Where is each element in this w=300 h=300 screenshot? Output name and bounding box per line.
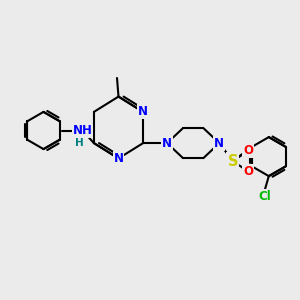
Text: O: O <box>243 144 254 157</box>
Text: N: N <box>214 136 224 150</box>
Text: Cl: Cl <box>258 190 271 203</box>
Text: H: H <box>75 138 84 148</box>
Text: O: O <box>243 165 254 178</box>
Text: NH: NH <box>73 124 92 137</box>
Text: N: N <box>113 152 124 165</box>
Text: N: N <box>162 136 172 150</box>
Text: N: N <box>138 105 148 119</box>
Text: S: S <box>227 154 238 169</box>
